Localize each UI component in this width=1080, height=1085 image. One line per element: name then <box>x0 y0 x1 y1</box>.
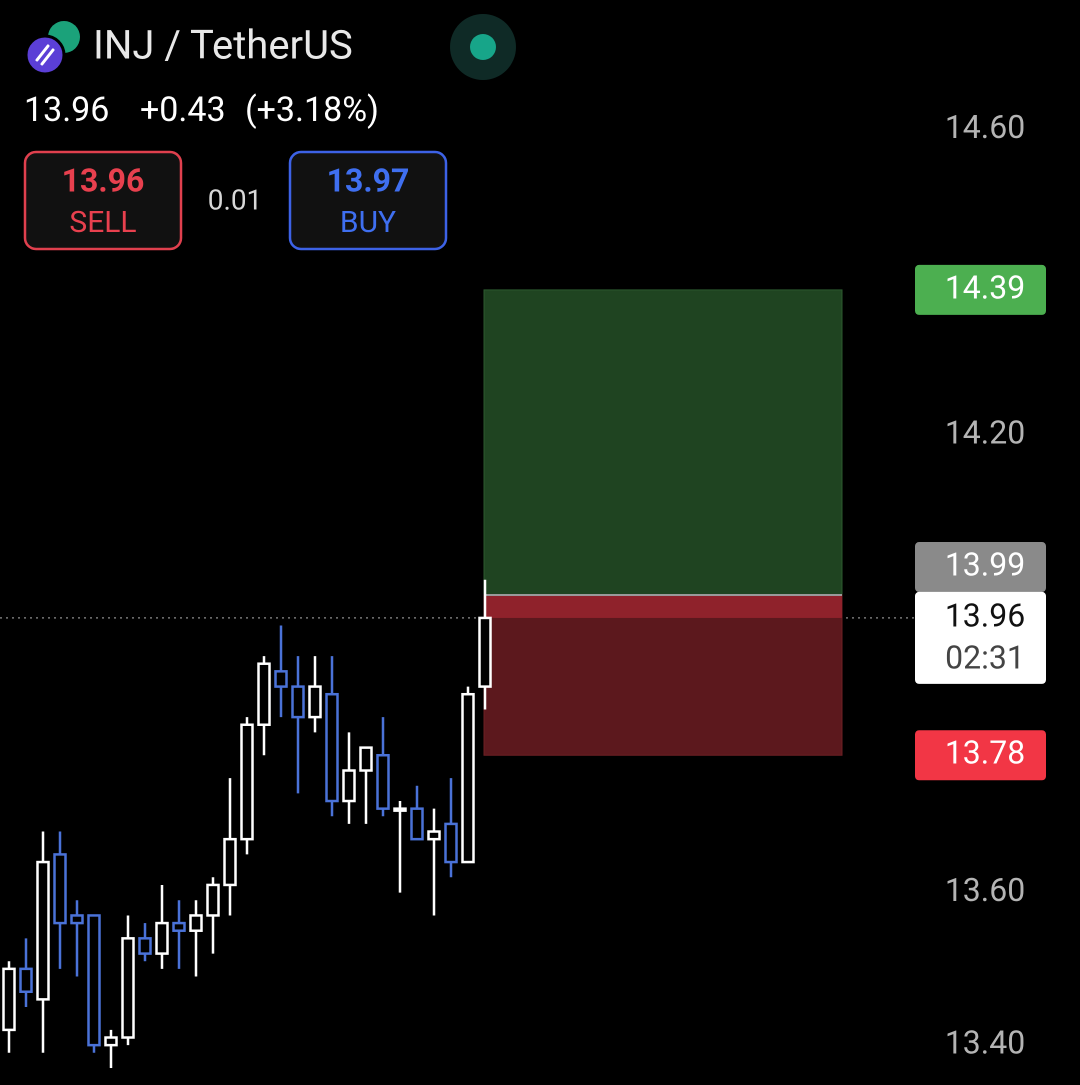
sell-label[interactable]: SELL <box>69 205 136 240</box>
base-icon-glyph <box>35 44 55 66</box>
entry-label: 13.99 <box>945 545 1025 583</box>
y-tick-label: 13.60 <box>945 871 1025 909</box>
y-tick-label: 14.20 <box>945 413 1025 451</box>
target-label: 14.39 <box>945 268 1025 306</box>
candle-body <box>478 616 492 688</box>
stop-label: 13.78 <box>945 734 1025 772</box>
candle-body <box>393 807 407 812</box>
candle-body <box>427 830 441 841</box>
sell-price[interactable]: 13.96 <box>62 161 145 199</box>
candle-body <box>223 837 237 887</box>
last-price: 13.96 <box>24 90 109 130</box>
candle-body <box>53 853 67 925</box>
last-price-box <box>915 591 1046 684</box>
buy-label[interactable]: BUY <box>340 205 396 240</box>
candle-body <box>274 670 288 688</box>
spread: 0.01 <box>208 183 263 216</box>
buy-button[interactable]: 13.97 BUY <box>288 150 448 251</box>
candle-body <box>240 723 254 841</box>
last-price-label: 13.96 <box>945 596 1025 634</box>
candle-body <box>444 822 458 864</box>
candle-body <box>206 883 220 917</box>
candle-body <box>121 937 135 1039</box>
candle-body <box>19 967 33 993</box>
base-icon <box>24 34 66 76</box>
symbol[interactable]: INJ / TetherUS <box>93 22 353 69</box>
candle-body <box>410 807 424 841</box>
candle-body <box>359 746 373 772</box>
y-tick-label: 13.40 <box>945 1024 1025 1062</box>
countdown: 02:31 <box>945 638 1025 676</box>
candle-body <box>376 754 390 810</box>
sell-button[interactable]: 13.96 SELL <box>23 150 183 251</box>
candle-body <box>138 937 152 955</box>
candle-body <box>308 685 322 719</box>
change-percent: (+3.18%) <box>245 90 379 130</box>
candle-body <box>70 914 84 925</box>
candle-body <box>87 914 101 1047</box>
plot: 14.60 14.20 13.60 13.40 <box>0 108 1025 1069</box>
target-box <box>915 264 1046 315</box>
change: +0.43 <box>140 90 226 130</box>
status-dot <box>470 34 496 60</box>
stop-box <box>915 730 1046 781</box>
stop-zone <box>483 594 843 756</box>
candle-body <box>189 914 203 932</box>
candle-body <box>342 769 356 803</box>
buy-box[interactable] <box>288 150 448 251</box>
candle-body <box>104 1036 118 1047</box>
buy-price[interactable]: 13.97 <box>327 161 410 199</box>
y-tick-label: 14.60 <box>945 108 1025 146</box>
candle-body <box>461 692 475 864</box>
candle-body <box>155 921 169 955</box>
candle-body <box>172 921 186 932</box>
target-zone <box>483 289 843 596</box>
sell-box[interactable] <box>23 150 183 251</box>
candle-body <box>291 685 305 719</box>
open-pnl-zone <box>484 595 842 618</box>
candle-body <box>36 860 50 1001</box>
entry-box <box>915 542 1046 593</box>
candle-body <box>257 662 271 726</box>
candle-body <box>325 692 339 803</box>
candle-body <box>2 967 16 1032</box>
